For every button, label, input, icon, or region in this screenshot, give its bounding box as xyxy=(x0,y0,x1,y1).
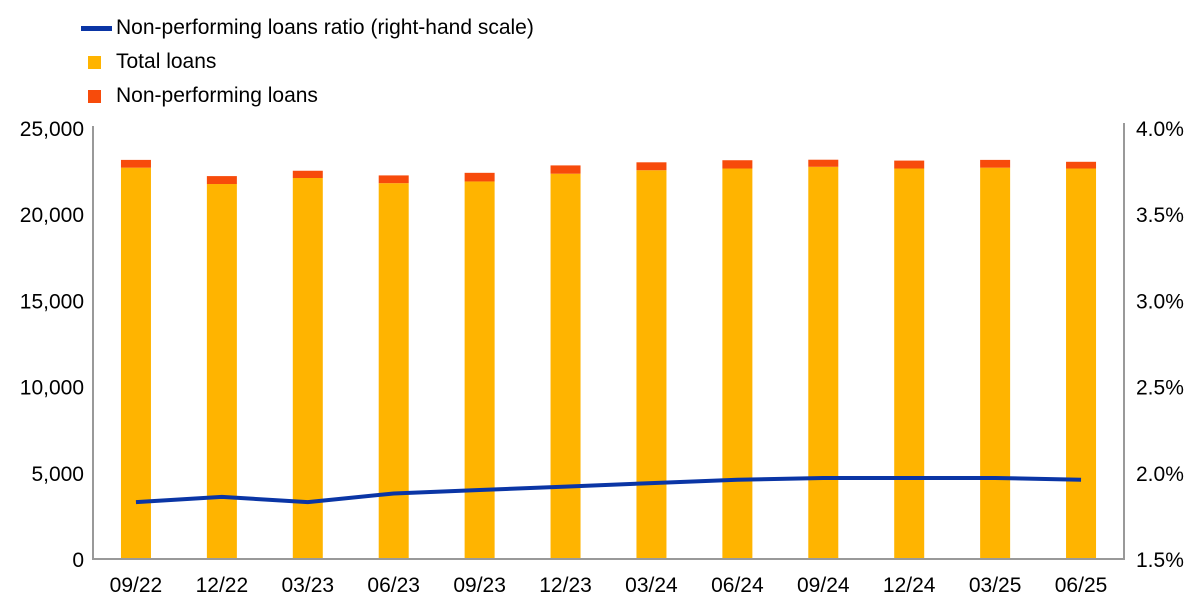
right-axis-tick-label: 1.5% xyxy=(1136,549,1184,572)
x-axis-tick-label: 12/22 xyxy=(196,574,249,597)
bar-npl-03/24 xyxy=(636,162,667,171)
bar-total-loans-06/23 xyxy=(378,183,409,559)
bar-total-loans-12/22 xyxy=(206,184,237,559)
x-axis-tick-label: 09/24 xyxy=(797,574,850,597)
bar-npl-09/24 xyxy=(808,159,839,167)
ratio-line-swatch xyxy=(81,25,112,31)
x-axis-tick-label: 12/24 xyxy=(883,574,936,597)
bar-npl-06/23 xyxy=(378,175,409,184)
left-axis-tick-label: 25,000 xyxy=(20,118,84,141)
x-axis-tick-label: 06/23 xyxy=(367,574,420,597)
bar-npl-03/23 xyxy=(292,170,323,178)
bar-total-loans-12/24 xyxy=(894,168,925,559)
bar-total-loans-03/25 xyxy=(980,167,1011,560)
bar-total-loans-09/22 xyxy=(120,167,151,560)
total-loans-swatch xyxy=(88,55,101,69)
bar-total-loans-09/23 xyxy=(464,181,495,559)
bar-total-loans-09/24 xyxy=(808,166,839,560)
x-axis-tick-label: 12/23 xyxy=(539,574,592,597)
right-axis-tick-label: 4.0% xyxy=(1136,118,1184,141)
bar-total-loans-03/24 xyxy=(636,170,667,559)
legend-label-total-loans: Total loans xyxy=(116,50,217,73)
right-axis-tick-label: 2.5% xyxy=(1136,377,1184,400)
x-axis-tick-label: 06/24 xyxy=(711,574,764,597)
bar-npl-09/23 xyxy=(464,172,495,182)
npl-swatch xyxy=(88,89,101,103)
legend-label-ratio: Non-performing loans ratio (right-hand s… xyxy=(116,16,534,39)
x-axis-tick-label: 03/23 xyxy=(282,574,335,597)
bar-npl-12/22 xyxy=(206,176,237,185)
bar-npl-09/22 xyxy=(120,159,151,168)
left-axis-tick-label: 10,000 xyxy=(20,377,84,400)
legend: Non-performing loans ratio (right-hand s… xyxy=(81,17,534,107)
left-axis-tick-label: 20,000 xyxy=(20,204,84,227)
npl-ratio-line xyxy=(135,476,1082,505)
bar-total-loans-03/23 xyxy=(292,177,323,559)
bar-total-loans-06/24 xyxy=(722,168,753,559)
left-axis-tick-label: 5,000 xyxy=(31,463,84,486)
left-axis-tick-label: 15,000 xyxy=(20,290,84,313)
bar-npl-12/23 xyxy=(550,165,581,174)
x-axis-tick-label: 09/23 xyxy=(453,574,506,597)
x-axis-tick-label: 06/25 xyxy=(1055,574,1108,597)
bar-npl-06/25 xyxy=(1066,161,1097,169)
right-axis-tick-label: 3.0% xyxy=(1136,290,1184,313)
bar-total-loans-06/25 xyxy=(1066,168,1097,559)
bar-npl-03/25 xyxy=(980,159,1011,168)
x-axis-tick-label: 03/25 xyxy=(969,574,1022,597)
x-axis-tick-label: 09/22 xyxy=(110,574,163,597)
right-axis-tick-label: 2.0% xyxy=(1136,463,1184,486)
legend-label-npl: Non-performing loans xyxy=(116,84,318,107)
bar-total-loans-12/23 xyxy=(550,173,581,559)
legend-item-npl: Non-performing loans xyxy=(81,85,534,107)
left-axis-tick-label: 0 xyxy=(72,549,84,572)
bar-npl-06/24 xyxy=(722,160,753,169)
x-axis-tick-label: 03/24 xyxy=(625,574,678,597)
bar-npl-12/24 xyxy=(894,160,925,169)
right-axis-tick-label: 3.5% xyxy=(1136,204,1184,227)
legend-item-ratio: Non-performing loans ratio (right-hand s… xyxy=(81,17,534,39)
legend-item-total-loans: Total loans xyxy=(81,51,534,73)
